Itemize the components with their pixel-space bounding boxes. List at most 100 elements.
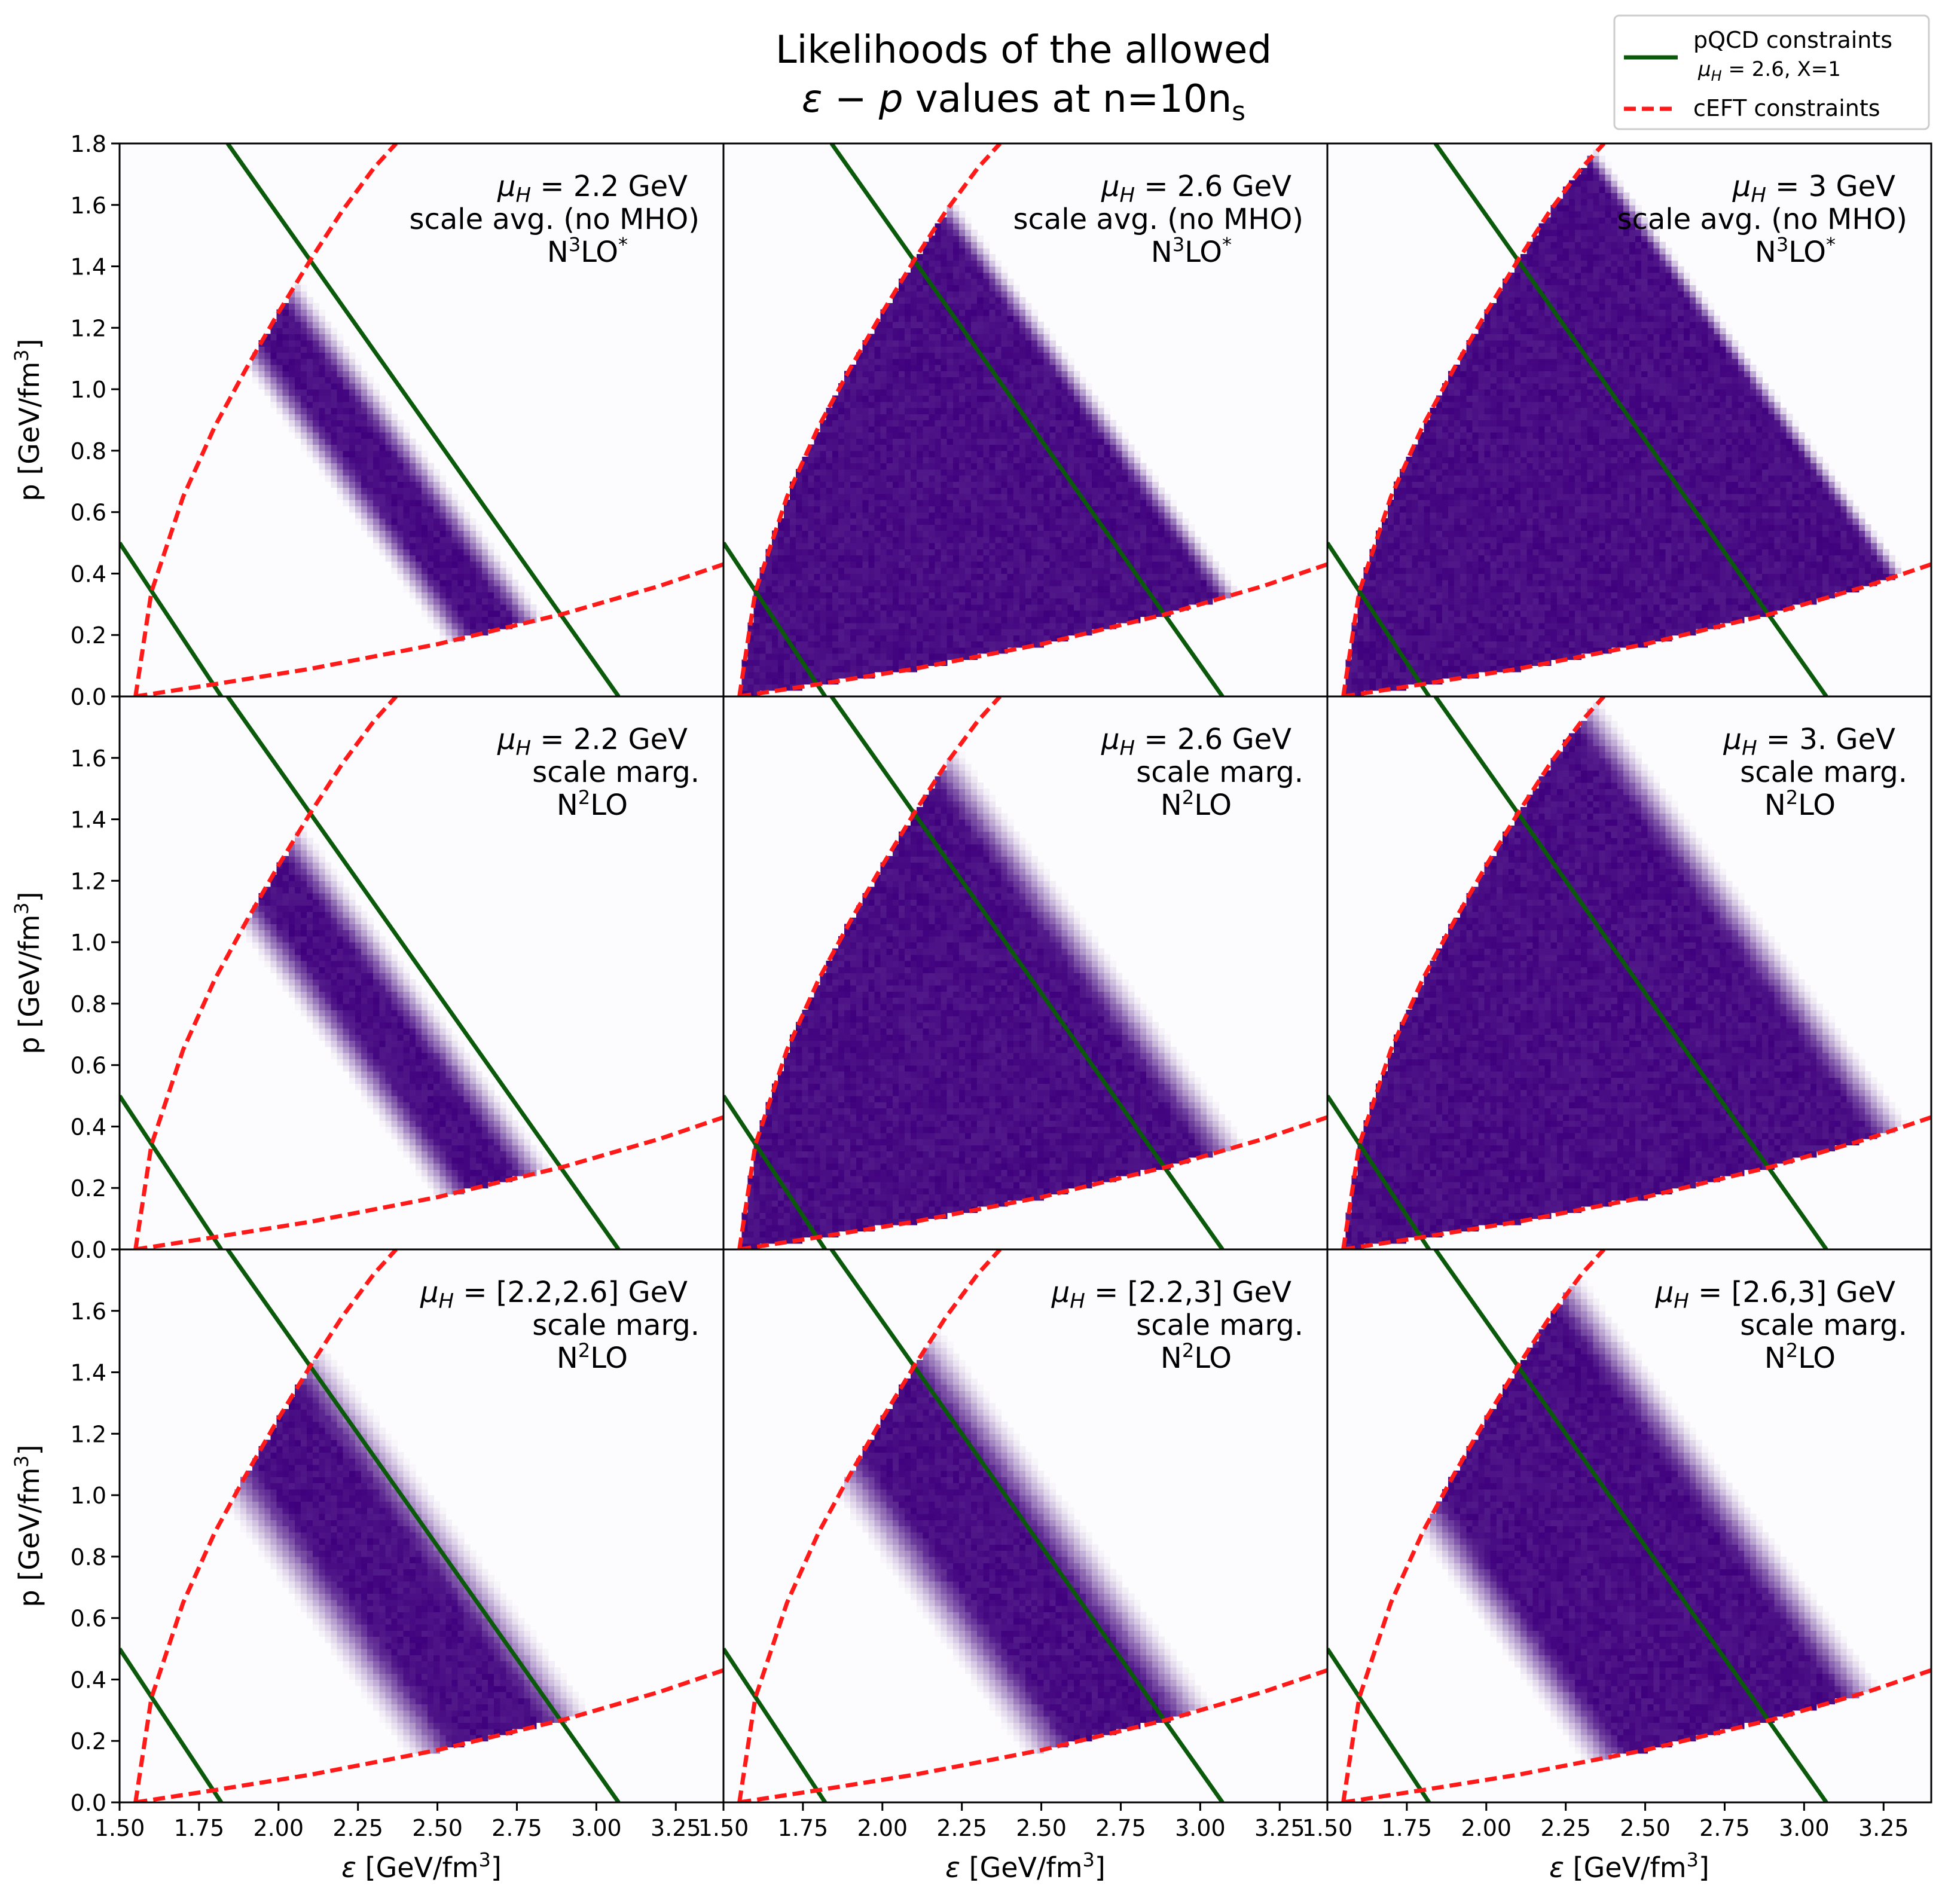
heatmap-cell — [1049, 493, 1057, 500]
heatmap-cell — [391, 432, 398, 439]
heatmap-cell — [892, 659, 899, 667]
heatmap-cell — [445, 512, 453, 519]
heatmap-cell — [385, 549, 392, 556]
heatmap-cell — [856, 604, 863, 611]
heatmap-cell — [1031, 592, 1038, 599]
heatmap-cell — [403, 469, 410, 476]
heatmap-cell — [917, 530, 923, 537]
heatmap-cell — [1400, 665, 1406, 673]
heatmap-cell — [1037, 389, 1044, 396]
heatmap-cell — [965, 260, 972, 267]
heatmap-cell — [777, 573, 784, 580]
heatmap-cell — [977, 401, 984, 408]
heatmap-cell — [796, 475, 802, 482]
heatmap-cell — [1067, 401, 1074, 408]
heatmap-cell — [777, 678, 784, 685]
heatmap-cell — [958, 291, 966, 298]
heatmap-cell — [307, 352, 313, 359]
heatmap-cell — [1550, 635, 1558, 642]
heatmap-cell — [1007, 346, 1014, 353]
heatmap-cell — [917, 567, 923, 574]
heatmap-cell — [868, 512, 875, 519]
heatmap-cell — [1104, 622, 1110, 629]
heatmap-cell — [856, 457, 863, 464]
heatmap-cell — [977, 475, 984, 482]
heatmap-cell — [403, 524, 410, 531]
heatmap-cell — [373, 432, 380, 439]
heatmap-cell — [923, 598, 929, 605]
heatmap-cell — [844, 377, 851, 384]
heatmap-cell — [989, 432, 996, 439]
heatmap-cell — [1079, 481, 1086, 488]
heatmap-cell — [343, 365, 350, 371]
heatmap-cell — [965, 297, 972, 304]
heatmap-cell — [832, 586, 839, 592]
heatmap-cell — [844, 493, 851, 500]
heatmap-cell — [1128, 598, 1135, 605]
heatmap-cell — [826, 407, 833, 414]
heatmap-cell — [971, 285, 978, 292]
heatmap-cell — [355, 457, 362, 464]
heatmap-cell — [1013, 315, 1020, 322]
heatmap-cell — [1055, 365, 1062, 371]
heatmap-cell — [844, 543, 851, 549]
heatmap-cell — [917, 573, 923, 580]
heatmap-cell — [946, 635, 954, 642]
heatmap-cell — [1104, 616, 1110, 624]
heatmap-cell — [1225, 579, 1231, 586]
heatmap-cell — [1007, 432, 1014, 439]
heatmap-cell — [886, 334, 893, 341]
heatmap-cell — [1013, 450, 1020, 457]
heatmap-cell — [1025, 555, 1032, 562]
heatmap-cell — [898, 586, 905, 592]
heatmap-cell — [1134, 567, 1141, 574]
heatmap-cell — [1098, 530, 1104, 537]
heatmap-cell — [911, 444, 917, 451]
heatmap-cell — [379, 469, 386, 476]
heatmap-cell — [1406, 610, 1412, 617]
heatmap-cell — [1049, 549, 1057, 556]
heatmap-cell — [862, 506, 869, 513]
heatmap-cell — [1073, 371, 1080, 378]
heatmap-cell — [1219, 567, 1225, 574]
heatmap-cell — [965, 469, 972, 476]
heatmap-cell — [958, 622, 966, 629]
heatmap-cell — [784, 536, 790, 543]
heatmap-cell — [1146, 481, 1153, 488]
heatmap-cell — [319, 334, 325, 341]
heatmap-cell — [983, 450, 990, 457]
heatmap-cell — [1061, 512, 1068, 519]
heatmap-cell — [307, 426, 313, 433]
heatmap-cell — [946, 322, 954, 328]
heatmap-cell — [1013, 641, 1020, 648]
heatmap-cell — [832, 469, 839, 476]
heatmap-cell — [1049, 340, 1057, 347]
heatmap-cell — [886, 309, 893, 316]
heatmap-cell — [1496, 616, 1503, 624]
heatmap-cell — [923, 450, 929, 457]
heatmap-cell — [796, 567, 802, 574]
heatmap-cell — [1569, 635, 1575, 642]
heatmap-cell — [385, 481, 392, 488]
heatmap-cell — [264, 334, 271, 341]
heatmap-cell — [1055, 346, 1062, 353]
heatmap-cell — [325, 352, 332, 359]
heatmap-cell — [1418, 635, 1425, 642]
heatmap-cell — [874, 346, 881, 353]
heatmap-cell — [898, 579, 905, 586]
heatmap-cell — [1424, 647, 1431, 654]
heatmap-cell — [1037, 377, 1044, 384]
heatmap-cell — [1152, 493, 1159, 500]
heatmap-cell — [777, 543, 784, 549]
heatmap-cell — [494, 573, 500, 580]
heatmap-cell — [874, 383, 881, 390]
heatmap-cell — [1116, 463, 1123, 470]
heatmap-cell — [814, 450, 821, 457]
heatmap-cell — [1001, 610, 1008, 617]
heatmap-cell — [313, 432, 319, 439]
heatmap-cell — [850, 524, 857, 531]
heatmap-cell — [349, 493, 356, 500]
heatmap-cell — [294, 414, 301, 421]
heatmap-cell — [958, 561, 966, 568]
heatmap-cell — [482, 561, 488, 568]
